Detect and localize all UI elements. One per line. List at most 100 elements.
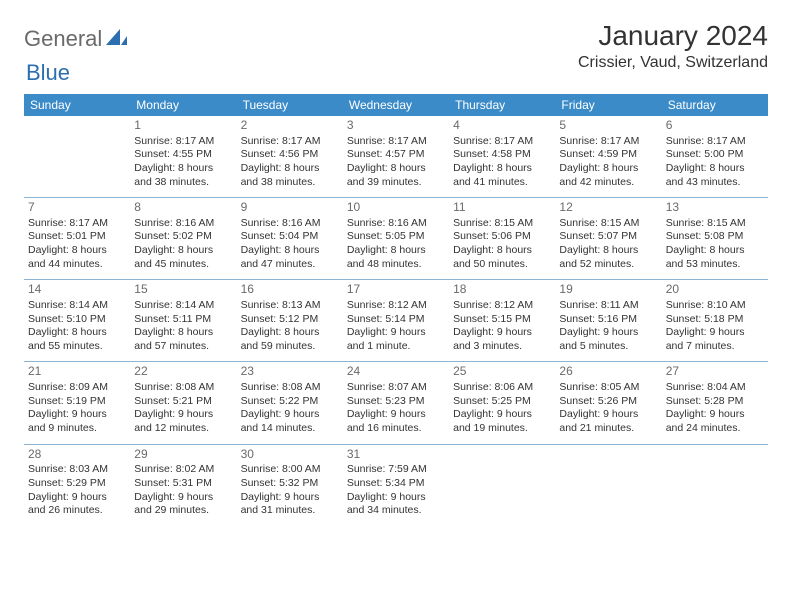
sunset-text: Sunset: 5:07 PM — [559, 230, 657, 244]
daylight-text: Daylight: 9 hours and 5 minutes. — [559, 326, 657, 353]
calendar-day-cell: 13Sunrise: 8:15 AMSunset: 5:08 PMDayligh… — [662, 198, 768, 280]
sunset-text: Sunset: 5:34 PM — [347, 477, 445, 491]
day-number: 18 — [453, 282, 551, 298]
logo-word-2: Blue — [26, 60, 70, 85]
calendar-day-cell: 9Sunrise: 8:16 AMSunset: 5:04 PMDaylight… — [237, 198, 343, 280]
daylight-text: Daylight: 9 hours and 34 minutes. — [347, 491, 445, 518]
daylight-text: Daylight: 8 hours and 41 minutes. — [453, 162, 551, 189]
daylight-text: Daylight: 9 hours and 9 minutes. — [28, 408, 126, 435]
sunset-text: Sunset: 5:01 PM — [28, 230, 126, 244]
day-number: 20 — [666, 282, 764, 298]
calendar-day-cell: 19Sunrise: 8:11 AMSunset: 5:16 PMDayligh… — [555, 280, 661, 362]
calendar-day-cell: 21Sunrise: 8:09 AMSunset: 5:19 PMDayligh… — [24, 362, 130, 444]
calendar-day-cell: 14Sunrise: 8:14 AMSunset: 5:10 PMDayligh… — [24, 280, 130, 362]
sunset-text: Sunset: 5:10 PM — [28, 313, 126, 327]
calendar-day-cell: 11Sunrise: 8:15 AMSunset: 5:06 PMDayligh… — [449, 198, 555, 280]
daylight-text: Daylight: 8 hours and 42 minutes. — [559, 162, 657, 189]
calendar-day-cell: 1Sunrise: 8:17 AMSunset: 4:55 PMDaylight… — [130, 116, 236, 198]
calendar-day-cell: 30Sunrise: 8:00 AMSunset: 5:32 PMDayligh… — [237, 444, 343, 526]
day-header: Saturday — [662, 94, 768, 116]
sunset-text: Sunset: 5:05 PM — [347, 230, 445, 244]
calendar-day-cell: 27Sunrise: 8:04 AMSunset: 5:28 PMDayligh… — [662, 362, 768, 444]
calendar-day-cell: 3Sunrise: 8:17 AMSunset: 4:57 PMDaylight… — [343, 116, 449, 198]
sunrise-text: Sunrise: 8:15 AM — [453, 217, 551, 231]
calendar-tbody: 1Sunrise: 8:17 AMSunset: 4:55 PMDaylight… — [24, 116, 768, 526]
day-number: 11 — [453, 200, 551, 216]
sunrise-text: Sunrise: 8:04 AM — [666, 381, 764, 395]
day-number: 7 — [28, 200, 126, 216]
calendar-day-cell: 12Sunrise: 8:15 AMSunset: 5:07 PMDayligh… — [555, 198, 661, 280]
calendar-day-cell: 17Sunrise: 8:12 AMSunset: 5:14 PMDayligh… — [343, 280, 449, 362]
daylight-text: Daylight: 8 hours and 52 minutes. — [559, 244, 657, 271]
day-number: 29 — [134, 447, 232, 463]
day-header: Sunday — [24, 94, 130, 116]
day-number: 25 — [453, 364, 551, 380]
sunset-text: Sunset: 5:15 PM — [453, 313, 551, 327]
calendar-day-cell: 24Sunrise: 8:07 AMSunset: 5:23 PMDayligh… — [343, 362, 449, 444]
sunset-text: Sunset: 4:57 PM — [347, 148, 445, 162]
page-subtitle: Crissier, Vaud, Switzerland — [578, 54, 768, 72]
day-number: 17 — [347, 282, 445, 298]
sunrise-text: Sunrise: 8:14 AM — [134, 299, 232, 313]
sunrise-text: Sunrise: 8:12 AM — [453, 299, 551, 313]
sunrise-text: Sunrise: 8:17 AM — [347, 135, 445, 149]
calendar-day-cell: 8Sunrise: 8:16 AMSunset: 5:02 PMDaylight… — [130, 198, 236, 280]
sunrise-text: Sunrise: 8:05 AM — [559, 381, 657, 395]
calendar-table: SundayMondayTuesdayWednesdayThursdayFrid… — [24, 94, 768, 526]
day-number: 8 — [134, 200, 232, 216]
calendar-day-cell: 15Sunrise: 8:14 AMSunset: 5:11 PMDayligh… — [130, 280, 236, 362]
day-number: 9 — [241, 200, 339, 216]
daylight-text: Daylight: 9 hours and 24 minutes. — [666, 408, 764, 435]
sunrise-text: Sunrise: 8:08 AM — [241, 381, 339, 395]
daylight-text: Daylight: 9 hours and 12 minutes. — [134, 408, 232, 435]
calendar-day-cell: 23Sunrise: 8:08 AMSunset: 5:22 PMDayligh… — [237, 362, 343, 444]
daylight-text: Daylight: 8 hours and 50 minutes. — [453, 244, 551, 271]
sunrise-text: Sunrise: 8:16 AM — [134, 217, 232, 231]
day-number: 1 — [134, 118, 232, 134]
calendar-day-cell — [555, 444, 661, 526]
calendar-week-row: 21Sunrise: 8:09 AMSunset: 5:19 PMDayligh… — [24, 362, 768, 444]
sunrise-text: Sunrise: 8:15 AM — [666, 217, 764, 231]
calendar-day-cell: 7Sunrise: 8:17 AMSunset: 5:01 PMDaylight… — [24, 198, 130, 280]
calendar-day-cell: 26Sunrise: 8:05 AMSunset: 5:26 PMDayligh… — [555, 362, 661, 444]
sunrise-text: Sunrise: 8:13 AM — [241, 299, 339, 313]
daylight-text: Daylight: 8 hours and 39 minutes. — [347, 162, 445, 189]
sunset-text: Sunset: 5:00 PM — [666, 148, 764, 162]
day-number: 22 — [134, 364, 232, 380]
sunset-text: Sunset: 5:26 PM — [559, 395, 657, 409]
calendar-day-cell: 6Sunrise: 8:17 AMSunset: 5:00 PMDaylight… — [662, 116, 768, 198]
calendar-day-cell — [449, 444, 555, 526]
day-number: 3 — [347, 118, 445, 134]
daylight-text: Daylight: 9 hours and 1 minute. — [347, 326, 445, 353]
daylight-text: Daylight: 8 hours and 47 minutes. — [241, 244, 339, 271]
daylight-text: Daylight: 9 hours and 14 minutes. — [241, 408, 339, 435]
day-number: 27 — [666, 364, 764, 380]
sunrise-text: Sunrise: 8:11 AM — [559, 299, 657, 313]
daylight-text: Daylight: 9 hours and 7 minutes. — [666, 326, 764, 353]
sunrise-text: Sunrise: 8:12 AM — [347, 299, 445, 313]
day-number: 31 — [347, 447, 445, 463]
daylight-text: Daylight: 9 hours and 19 minutes. — [453, 408, 551, 435]
day-number: 15 — [134, 282, 232, 298]
sunset-text: Sunset: 5:04 PM — [241, 230, 339, 244]
day-number: 16 — [241, 282, 339, 298]
sunrise-text: Sunrise: 8:02 AM — [134, 463, 232, 477]
daylight-text: Daylight: 9 hours and 16 minutes. — [347, 408, 445, 435]
day-number: 24 — [347, 364, 445, 380]
calendar-day-cell: 16Sunrise: 8:13 AMSunset: 5:12 PMDayligh… — [237, 280, 343, 362]
calendar-page: General January 2024 Crissier, Vaud, Swi… — [0, 0, 792, 536]
logo-word-1: General — [24, 26, 102, 52]
sunset-text: Sunset: 5:16 PM — [559, 313, 657, 327]
sunset-text: Sunset: 5:06 PM — [453, 230, 551, 244]
day-number: 6 — [666, 118, 764, 134]
calendar-week-row: 28Sunrise: 8:03 AMSunset: 5:29 PMDayligh… — [24, 444, 768, 526]
calendar-day-cell — [662, 444, 768, 526]
day-header: Friday — [555, 94, 661, 116]
day-number: 4 — [453, 118, 551, 134]
daylight-text: Daylight: 9 hours and 29 minutes. — [134, 491, 232, 518]
sunrise-text: Sunrise: 8:07 AM — [347, 381, 445, 395]
calendar-thead: SundayMondayTuesdayWednesdayThursdayFrid… — [24, 94, 768, 116]
sunset-text: Sunset: 5:12 PM — [241, 313, 339, 327]
daylight-text: Daylight: 8 hours and 38 minutes. — [134, 162, 232, 189]
sunrise-text: Sunrise: 8:14 AM — [28, 299, 126, 313]
